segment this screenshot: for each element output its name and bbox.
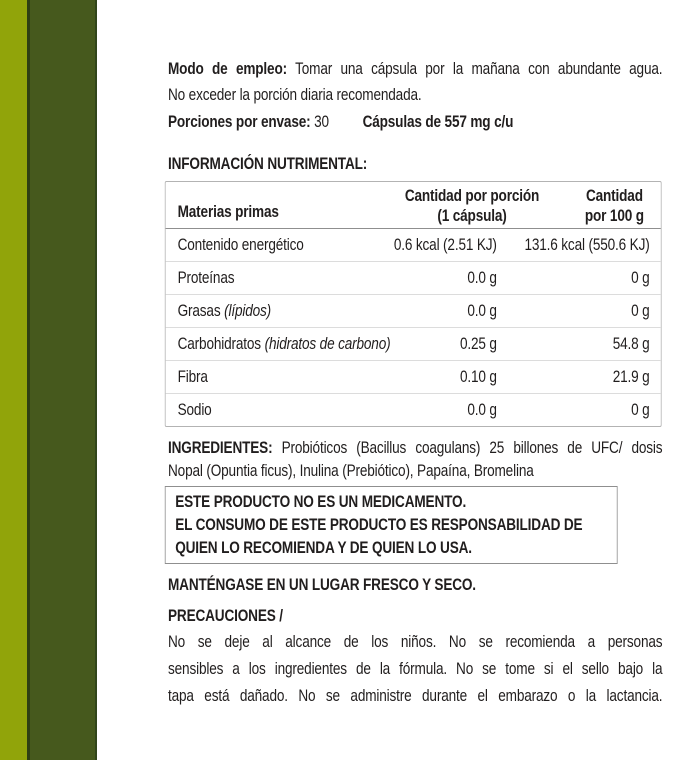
value-text: 0 g [631, 301, 650, 320]
row-label-text: Carbohidratos [177, 334, 265, 353]
row-value-per100: 0 g [552, 262, 661, 294]
value-text: 0.25 g [459, 334, 497, 353]
servings-label: Porciones por envase: [168, 112, 311, 131]
value-text: 54.8 g [612, 334, 650, 353]
nutrition-title: INFORMACIÓN NUTRIMENTAL: [168, 154, 368, 173]
row-value-portion: 0.0 g [392, 262, 552, 294]
table-row-carbohydrates: Carbohidratos (hidratos de carbono) 0.25… [165, 327, 661, 360]
col2-header-line1: Cantidad por porción [404, 186, 540, 205]
value-text: 0.6 kcal (2.51 KJ) [393, 235, 497, 254]
ingredients-section: INGREDIENTES: Probióticos (Bacillus coag… [168, 436, 663, 482]
table-row-energy: Contenido energético 0.6 kcal (2.51 KJ) … [166, 229, 661, 261]
row-label-italic: (lípidos) [224, 301, 272, 320]
col-header-raw-materials: Materias primas [178, 182, 392, 228]
col3-header-line2: por 100 g [584, 206, 644, 225]
row-value-per100: 21.9 g [552, 361, 661, 393]
row-label-italic: (hidratos de carbono) [264, 334, 391, 353]
warning-box: ESTE PRODUCTO NO ES UN MEDICAMENTO. EL C… [164, 486, 618, 564]
ingredients-text1: Probióticos (Bacillus coagulans) 25 bill… [281, 438, 663, 457]
precautions-line1: No se deje al alcance de los niños. No s… [168, 632, 663, 651]
table-row-fat: Grasas (lípidos) 0.0 g 0 g [165, 294, 661, 327]
table-row-protein: Proteínas 0.0 g 0 g [165, 261, 661, 294]
row-label: Grasas (lípidos) [178, 295, 392, 327]
col1-header-text: Materias primas [177, 202, 279, 221]
table-row-fiber: Fibra 0.10 g 21.9 g [165, 360, 661, 393]
row-label: Carbohidratos (hidratos de carbono) [178, 328, 392, 360]
precautions-title: PRECAUCIONES / [168, 606, 283, 625]
value-text: 21.9 g [612, 367, 650, 386]
servings-line: Porciones por envase: 30 Cápsulas de 557 … [168, 109, 662, 135]
left-stripe-light-green [0, 0, 27, 760]
precautions-paragraph: No se deje al alcance de los niños. No s… [168, 628, 663, 709]
nutrition-table-header: Materias primas Cantidad por porción (1 c… [165, 182, 661, 229]
servings-value: 30 [314, 112, 329, 131]
warning-line3: QUIEN LO RECOMIENDA Y DE QUIEN LO USA. [175, 538, 472, 557]
value-text: 0.10 g [459, 367, 497, 386]
precautions-line2: sensibles a los ingredientes de la fórmu… [168, 659, 663, 678]
nutrition-table: Materias primas Cantidad por porción (1 c… [164, 181, 662, 427]
row-label-text: Sodio [177, 400, 212, 419]
row-value-portion: 0.10 g [392, 361, 552, 393]
row-value-per100: 54.8 g [552, 328, 661, 360]
usage-label: Modo de empleo: [168, 59, 287, 78]
row-label-text: Contenido energético [177, 235, 304, 254]
warning-line2: EL CONSUMO DE ESTE PRODUCTO ES RESPONSAB… [175, 515, 583, 534]
usage-text: Tomar una cápsula por la mañana con abun… [295, 59, 663, 78]
row-label: Proteínas [178, 262, 392, 294]
col-header-per-100g: Cantidad por 100 g [552, 182, 661, 228]
value-text: 131.6 kcal (550.6 KJ) [524, 235, 650, 254]
row-label-text: Proteínas [177, 268, 235, 287]
storage-instruction: MANTÉNGASE EN UN LUGAR FRESCO Y SECO. [168, 575, 476, 594]
col2-header-line2: (1 cápsula) [437, 206, 507, 225]
precautions-line3: tapa está dañado. No se administre duran… [168, 686, 663, 705]
ingredients-label: INGREDIENTES: [168, 438, 273, 457]
usage-directions-line2: No exceder la porción diaria recomendada… [168, 85, 422, 104]
row-value-per100: 131.6 kcal (550.6 KJ) [524, 229, 661, 261]
row-value-portion: 0.25 g [392, 328, 552, 360]
row-label-text: Grasas [177, 301, 225, 320]
capsule-size: Cápsulas de 557 mg c/u [362, 112, 514, 131]
row-value-portion: 0.0 g [392, 394, 552, 426]
value-text: 0.0 g [467, 301, 497, 320]
row-value-portion: 0.0 g [392, 295, 552, 327]
table-row-sodium: Sodio 0.0 g 0 g [165, 393, 661, 426]
row-label: Fibra [178, 361, 392, 393]
value-text: 0 g [631, 268, 650, 287]
col-header-per-portion: Cantidad por porción (1 cápsula) [392, 182, 552, 228]
label-content: Modo de empleo: Tomar una cápsula por la… [164, 0, 663, 709]
value-text: 0.0 g [467, 400, 497, 419]
usage-directions-line1: Modo de empleo: Tomar una cápsula por la… [168, 56, 663, 82]
row-label: Sodio [178, 394, 392, 426]
row-label: Contenido energético [178, 229, 392, 261]
left-stripe-dark-green [27, 0, 97, 760]
value-text: 0 g [631, 400, 650, 419]
ingredients-line2: Nopal (Opuntia ficus), Inulina (Prebióti… [168, 461, 534, 480]
row-value-per100: 0 g [552, 295, 661, 327]
warning-line1: ESTE PRODUCTO NO ES UN MEDICAMENTO. [175, 492, 467, 511]
row-value-per100: 0 g [552, 394, 661, 426]
ingredients-line1: INGREDIENTES: Probióticos (Bacillus coag… [168, 436, 663, 459]
value-text: 0.0 g [467, 268, 497, 287]
row-label-text: Fibra [177, 367, 208, 386]
row-value-portion: 0.6 kcal (2.51 KJ) [392, 229, 552, 261]
col3-header-line1: Cantidad [585, 186, 643, 205]
